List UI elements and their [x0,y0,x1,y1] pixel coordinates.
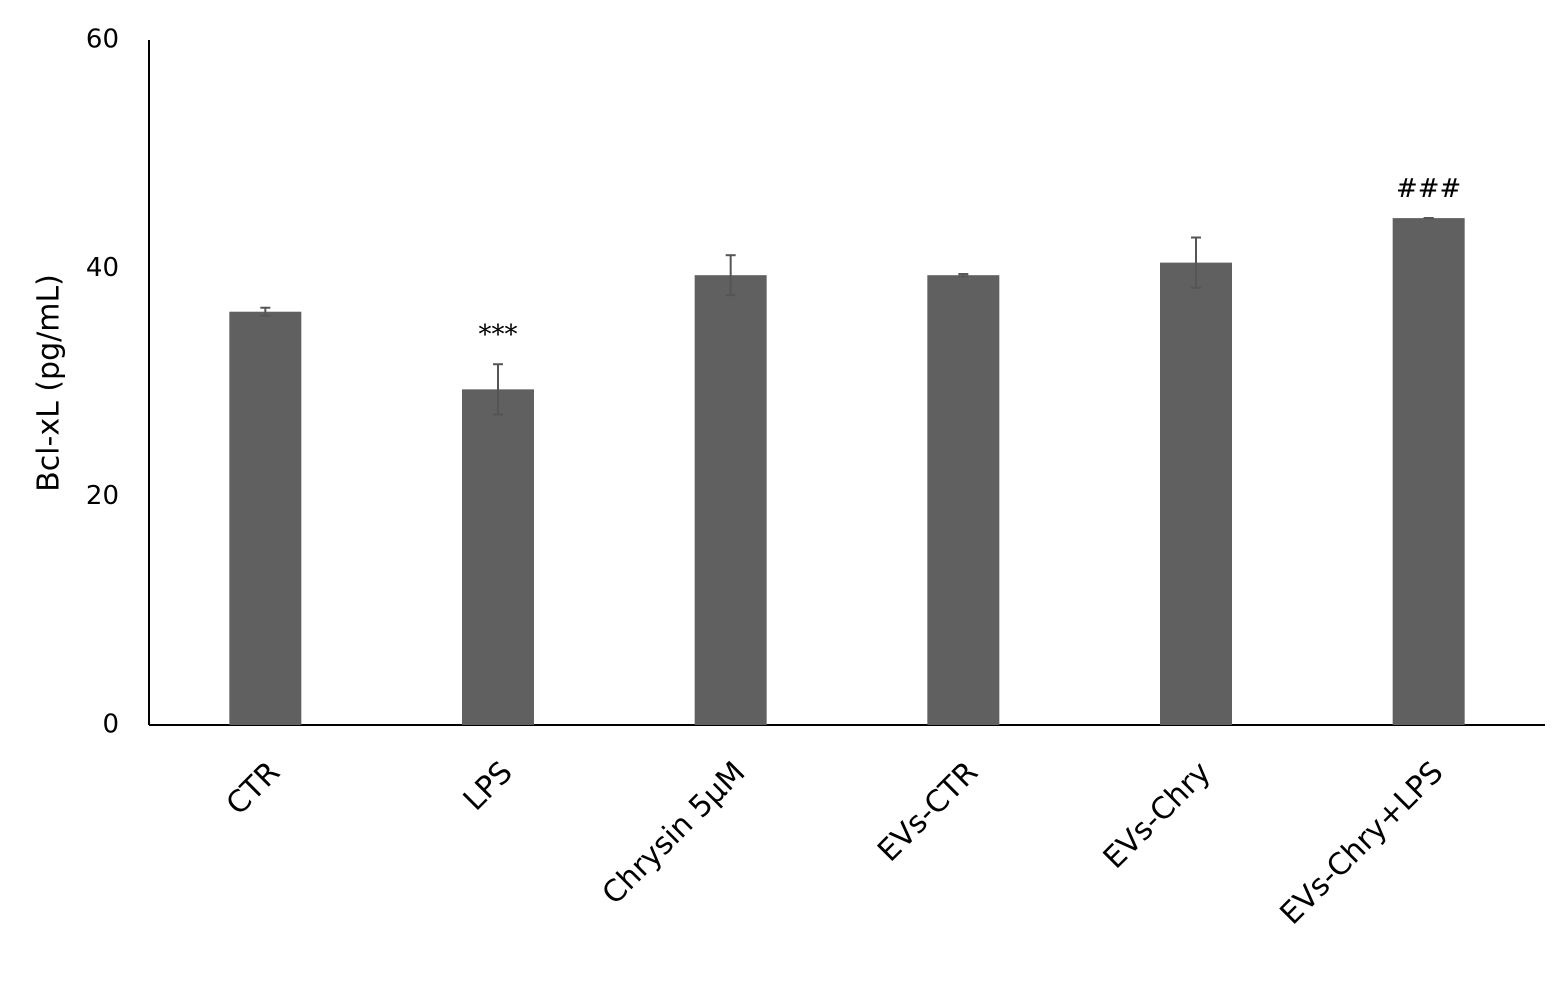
x-tick-label: LPS [457,755,520,818]
bar [1160,262,1232,725]
error-bar [725,254,736,297]
bar [927,275,1000,725]
x-tick-label: CTR [220,755,287,822]
annotation: *** [479,320,518,350]
y-tick-label: 60 [86,25,119,55]
x-tick-label: Chrysin 5µM [596,755,753,912]
error-bar [260,306,271,317]
error-bar [958,273,969,278]
x-tick-label: EVs-Chry+LPS [1274,755,1451,932]
x-tick-label: EVs-Chry [1097,755,1218,876]
annotation: ### [1396,174,1461,204]
error-bar [493,363,503,416]
y-tick-label: 20 [86,481,119,511]
x-tick-label: EVs-CTR [871,755,985,869]
bar [462,389,534,725]
y-tick-label: 0 [102,710,119,740]
y-axis-label: Bcl-xL (pg/mL) [32,274,67,492]
bar [694,275,767,725]
y-tick-label: 40 [86,253,119,283]
error-bar [1191,236,1201,289]
bar [1392,218,1465,725]
bar [229,311,302,725]
